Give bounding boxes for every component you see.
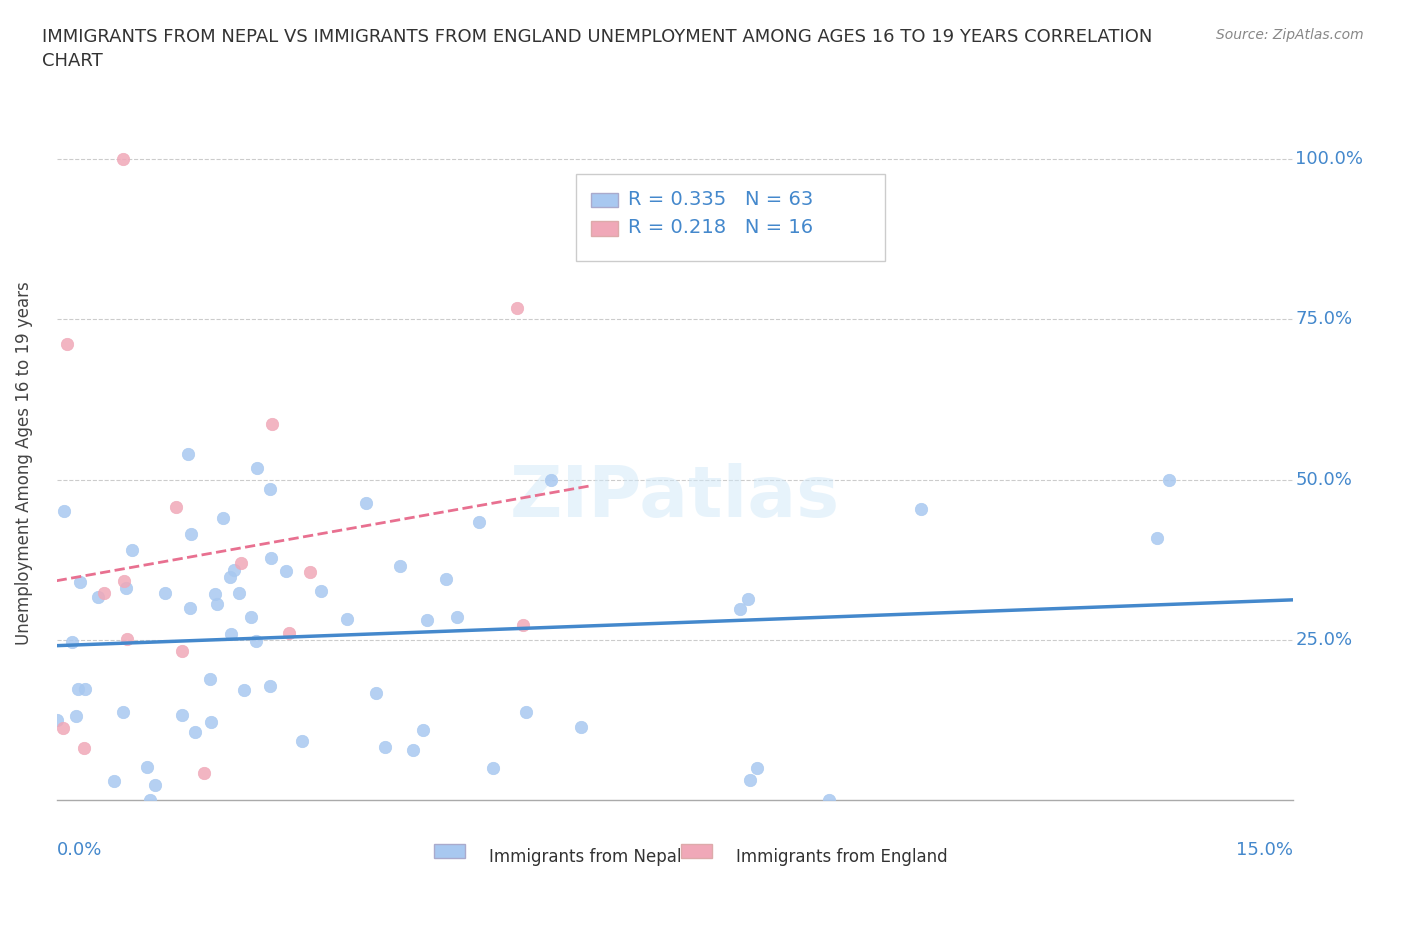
Point [728, 602, 751, 617]
Point [177, 446, 200, 461]
Point [259, 482, 281, 497]
Point [103, 774, 125, 789]
Point [205, 596, 228, 611]
Point [193, 765, 215, 780]
Point [139, 793, 162, 808]
Point [135, 760, 157, 775]
Point [73, 740, 96, 755]
Point [219, 570, 242, 585]
FancyBboxPatch shape [591, 221, 617, 235]
Point [60, 635, 83, 650]
Point [291, 734, 314, 749]
Point [1159, 472, 1181, 487]
Point [512, 618, 534, 632]
Point [222, 562, 245, 577]
Point [354, 496, 377, 511]
Point [274, 564, 297, 578]
Point [117, 631, 139, 646]
Point [374, 740, 396, 755]
Point [165, 499, 187, 514]
Point [1146, 531, 1168, 546]
Point [311, 583, 333, 598]
Point [540, 472, 562, 487]
Point [111, 152, 134, 166]
Point [73, 682, 96, 697]
Point [229, 555, 252, 570]
Text: R = 0.218   N = 16: R = 0.218 N = 16 [627, 219, 813, 237]
Point [389, 559, 412, 574]
Point [114, 580, 136, 595]
FancyBboxPatch shape [681, 844, 711, 857]
Point [515, 704, 537, 719]
Point [260, 551, 283, 565]
Point [143, 777, 166, 792]
Point [46, 713, 69, 728]
Y-axis label: Unemployment Among Ages 16 to 19 years: Unemployment Among Ages 16 to 19 years [15, 282, 32, 645]
Point [817, 793, 839, 808]
Point [910, 501, 932, 516]
Point [571, 719, 593, 734]
Text: Source: ZipAtlas.com: Source: ZipAtlas.com [1216, 28, 1364, 42]
Point [434, 572, 457, 587]
Point [121, 543, 143, 558]
Point [737, 591, 759, 606]
Point [67, 682, 90, 697]
Point [482, 761, 505, 776]
Text: 25.0%: 25.0% [1295, 631, 1353, 649]
Text: Immigrants from Nepal: Immigrants from Nepal [489, 847, 682, 866]
Point [200, 671, 222, 686]
Point [52, 504, 75, 519]
Point [93, 586, 115, 601]
Point [262, 417, 284, 432]
Point [200, 714, 222, 729]
Point [155, 586, 177, 601]
Point [172, 708, 194, 723]
FancyBboxPatch shape [576, 174, 884, 261]
Point [364, 685, 387, 700]
Text: Immigrants from England: Immigrants from England [737, 847, 948, 866]
Point [172, 644, 194, 658]
Point [184, 724, 207, 739]
Point [468, 514, 491, 529]
Point [412, 723, 434, 737]
Text: 0.0%: 0.0% [56, 841, 103, 858]
Point [259, 679, 281, 694]
Point [52, 721, 75, 736]
Point [232, 682, 254, 697]
Point [446, 610, 468, 625]
FancyBboxPatch shape [433, 844, 464, 857]
Point [506, 300, 529, 315]
Point [299, 565, 322, 579]
Point [180, 526, 202, 541]
Text: R = 0.335   N = 63: R = 0.335 N = 63 [627, 190, 813, 209]
Point [204, 587, 226, 602]
Text: 75.0%: 75.0% [1295, 310, 1353, 328]
Point [745, 761, 768, 776]
Text: 100.0%: 100.0% [1295, 150, 1364, 167]
Point [212, 511, 235, 525]
Point [69, 575, 91, 590]
Point [179, 601, 201, 616]
Point [278, 625, 301, 640]
Point [111, 705, 134, 720]
Point [87, 590, 110, 604]
Text: 15.0%: 15.0% [1236, 841, 1292, 858]
FancyBboxPatch shape [591, 193, 617, 207]
Point [56, 336, 79, 351]
Point [336, 611, 359, 626]
Point [219, 627, 242, 642]
Text: ZIPatlas: ZIPatlas [509, 463, 839, 532]
Point [245, 633, 267, 648]
Point [228, 586, 250, 601]
Point [112, 574, 135, 589]
Point [246, 460, 269, 475]
Point [65, 708, 87, 723]
Point [402, 743, 425, 758]
Text: 50.0%: 50.0% [1295, 471, 1353, 488]
Text: IMMIGRANTS FROM NEPAL VS IMMIGRANTS FROM ENGLAND UNEMPLOYMENT AMONG AGES 16 TO 1: IMMIGRANTS FROM NEPAL VS IMMIGRANTS FROM… [42, 28, 1153, 70]
Point [738, 772, 761, 787]
Point [416, 613, 439, 628]
Point [240, 609, 263, 624]
